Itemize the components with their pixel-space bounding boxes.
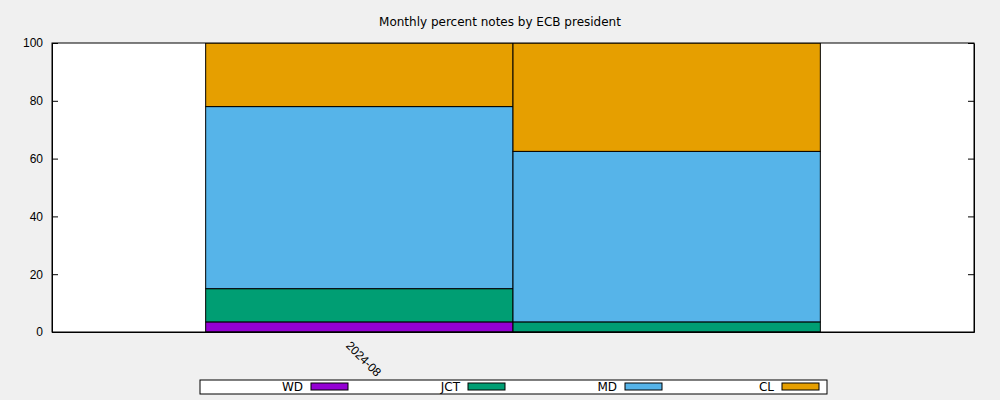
y-tick-mark (52, 159, 58, 160)
bar (513, 151, 820, 322)
y-tick (968, 274, 974, 275)
frame (52, 43, 974, 332)
y-tick-label: 20 (30, 268, 44, 282)
y-tick-mark (968, 159, 974, 160)
y-tick (968, 159, 974, 160)
y-axis-line (52, 44, 53, 333)
y-tick (968, 216, 974, 217)
y-tick: 60 (30, 152, 58, 166)
legend-swatch (468, 383, 505, 390)
y-tick-label: 60 (30, 152, 44, 166)
y-tick-label: 40 (30, 210, 44, 224)
y-tick: 40 (30, 210, 58, 224)
title: Monthly percent notes by ECB president (379, 15, 621, 29)
x-tick-label: 2024-08 (343, 338, 384, 379)
plot: 0 20 40 60 80 100 2024-08 (23, 36, 975, 379)
y-tick-mark (968, 274, 974, 275)
y-tick (968, 101, 974, 102)
y-tick-mark (52, 216, 58, 217)
y-tick: 20 (30, 268, 58, 282)
legend-label: WD (282, 380, 303, 394)
y-tick-mark (968, 43, 974, 44)
legend-label: CL (759, 380, 774, 394)
y-tick-mark (968, 101, 974, 102)
x-tick: 2024-08 (343, 332, 384, 380)
x-axis: 2024-08 (53, 332, 975, 380)
legend-entry: CL (759, 380, 819, 394)
y-tick-mark (52, 43, 58, 44)
bars (206, 43, 821, 332)
bar (206, 289, 513, 322)
legend-entry: WD (282, 380, 348, 394)
y-tick-mark (52, 274, 58, 275)
legend-label: MD (597, 380, 617, 394)
chart: Monthly percent notes by ECB president 0 2… (0, 0, 1000, 400)
legend-swatch (311, 383, 348, 390)
plot-background (52, 43, 974, 332)
legend: WD JCT MD CL (200, 380, 827, 394)
y-axis: 0 20 40 60 80 100 (23, 36, 58, 339)
y-axis-mirror (968, 44, 975, 333)
y-tick-mark (968, 216, 974, 217)
series (206, 43, 821, 151)
y-tick-label: 100 (23, 36, 43, 50)
legend-entry: MD (597, 380, 662, 394)
bar (206, 322, 513, 332)
series (206, 322, 513, 332)
y-tick (968, 43, 974, 44)
bar (513, 322, 820, 332)
y-tick-mark (52, 101, 58, 102)
legend-swatch (625, 383, 662, 390)
y-tick-label: 0 (36, 325, 43, 339)
bar (513, 43, 820, 151)
legend-swatch (782, 383, 819, 390)
y-tick-label: 80 (30, 94, 44, 108)
bar (206, 107, 513, 289)
bar (206, 43, 513, 107)
y-tick: 80 (30, 94, 58, 108)
y-axis-mirror-line (974, 44, 975, 333)
legend-entry: JCT (440, 380, 505, 394)
y-tick: 100 (23, 36, 58, 50)
legend-label: JCT (440, 380, 461, 394)
x-axis-line (53, 332, 975, 333)
legend-box (200, 380, 827, 394)
